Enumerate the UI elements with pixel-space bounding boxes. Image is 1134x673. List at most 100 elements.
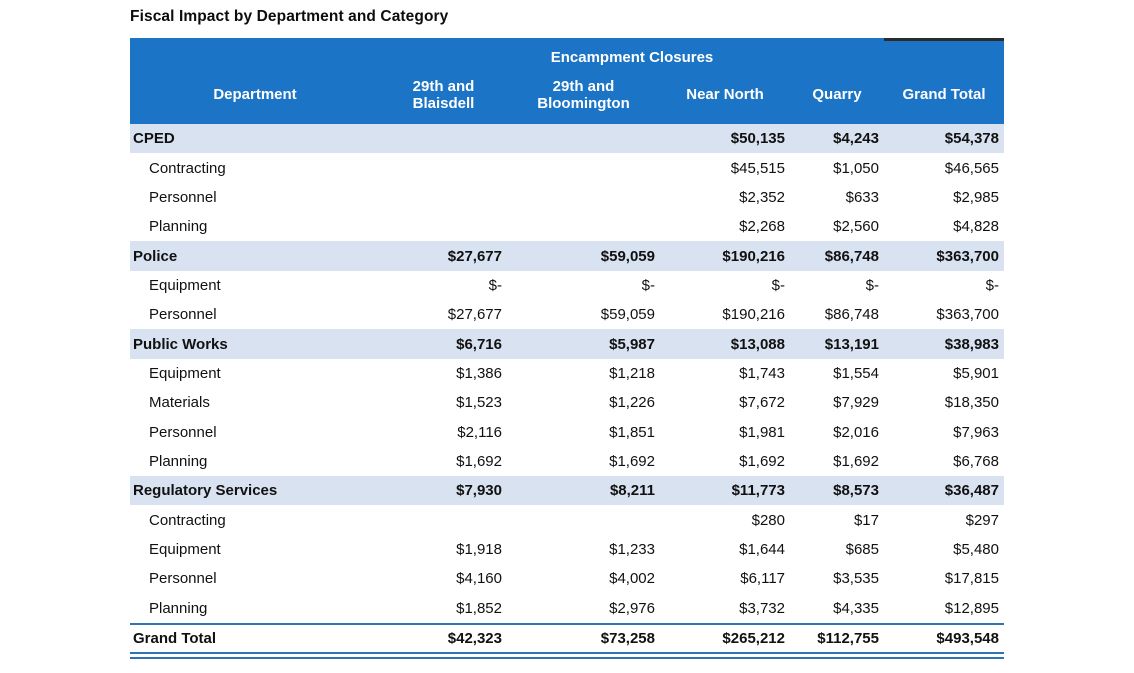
table-row: Equipment $1,386 $1,218 $1,743 $1,554 $5,901 [130,359,1004,388]
column-header-quarry: Quarry [812,86,862,104]
table-cell: $7,929 [833,394,879,412]
table-cell: $1,554 [833,364,879,382]
table-cell: $86,748 [824,247,879,265]
table-cell: $1,692 [609,452,655,470]
table-cell: $4,335 [833,599,879,617]
table-cell: $685 [845,540,879,558]
table-cell: $1,743 [739,364,785,382]
row-label: Planning [149,452,208,470]
table-cell: $42,323 [447,629,502,647]
table-cell: $17 [853,511,879,529]
table-cell: $1,233 [609,540,655,558]
table-cell: $1,523 [456,394,502,412]
table-body: CPED $50,135 $4,243 $54,378 Contracting $45,5… [130,124,1004,652]
table-cell: $7,672 [739,394,785,412]
table-cell: $2,116 [457,423,502,441]
row-label: Public Works [133,335,228,353]
table-row: Planning $2,268 $2,560 $4,828 [130,212,1004,241]
table-cell: $190,216 [722,306,785,324]
table-cell: $2,016 [833,423,879,441]
table-cell: $297 [965,511,999,529]
row-label: CPED [133,130,175,148]
row-label: Personnel [149,188,217,206]
table-row: Regulatory Services $7,930 $8,211 $11,773 $8… [130,476,1004,506]
row-label: Materials [149,394,210,412]
table-cell: $7,930 [456,482,502,500]
page-title: Fiscal Impact by Department and Category [130,8,449,25]
row-label: Personnel [149,570,217,588]
table-cell: $1,386 [456,364,502,382]
table-cell: $1,692 [739,452,785,470]
row-label: Police [133,247,178,265]
table-cell: $1,226 [609,394,655,412]
table-row: Personnel $2,116 $1,851 $1,981 $2,016 $7,963 [130,417,1004,446]
table-header: Encampment Closures Department 29th and … [130,38,1004,124]
table-cell: $280 [751,511,785,529]
table-cell: $59,059 [600,306,655,324]
table-cell: $11,773 [731,482,785,500]
table-cell: $1,050 [833,159,879,177]
column-header-grand-total: Grand Total [902,86,986,104]
table-row: Personnel $2,352 $633 $2,985 [130,183,1004,212]
table-cell: $- [985,276,999,294]
table-cell: $1,218 [609,364,655,382]
row-label: Contracting [149,159,226,177]
table-row: Materials $1,523 $1,226 $7,672 $7,929 $18,350 [130,388,1004,417]
table-cell: $6,768 [953,452,999,470]
table-cell: $27,677 [447,306,502,324]
row-label: Equipment [149,540,221,558]
table-cell: $2,976 [609,599,655,617]
table-cell: $- [865,276,879,294]
table-cell: $4,828 [953,218,999,236]
table-cell: $2,985 [953,188,999,206]
table-cell: $59,059 [600,247,655,265]
column-header-department: Department [213,86,297,104]
header-group-encampment-closures: Encampment Closures [550,48,714,66]
table-row: Equipment $- $- $- $- $- [130,271,1004,300]
table-cell: $46,565 [944,159,999,177]
table-row: Personnel $4,160 $4,002 $6,117 $3,535 $17,815 [130,564,1004,593]
table-cell: $363,700 [936,306,999,324]
table-cell: $4,002 [609,570,655,588]
table-cell: $73,258 [600,629,655,647]
table-cell: $50,135 [730,130,785,148]
table-cell: $265,212 [722,629,785,647]
header-spacer-grand-total [884,38,1004,66]
fiscal-impact-table: Encampment Closures Department 29th and … [130,38,1004,659]
table-cell: $17,815 [944,570,999,588]
row-label: Planning [149,218,208,236]
table-row: Contracting $45,515 $1,050 $46,565 [130,153,1004,182]
table-header-columns-row: Department 29th and Blaisdell 29th and B… [130,66,1004,124]
table-cell: $363,700 [936,247,999,265]
table-cell: $- [641,276,655,294]
table-row: Equipment $1,918 $1,233 $1,644 $685 $5,480 [130,535,1004,564]
table-cell: $4,243 [833,130,879,148]
table-row: Grand Total $42,323 $73,258 $265,212 $112,75… [130,622,1004,652]
table-cell: $7,963 [953,423,999,441]
table-cell: $6,716 [456,335,502,353]
table-cell: $8,211 [609,482,655,500]
table-row: Planning $1,852 $2,976 $3,732 $4,335 $12,895 [130,594,1004,623]
table-bottom-double-rule [130,651,1004,659]
table-cell: $3,732 [739,599,785,617]
row-label: Planning [149,599,208,617]
table-cell: $45,515 [730,159,785,177]
table-cell: $1,692 [833,452,879,470]
table-cell: $1,981 [739,423,785,441]
table-cell: $54,378 [944,130,999,148]
table-cell: $3,535 [833,570,879,588]
table-cell: $36,487 [944,482,999,500]
table-cell: $190,216 [722,247,785,265]
table-cell: $5,480 [953,540,999,558]
table-cell: $5,901 [953,364,999,382]
table-cell: $112,755 [817,629,879,647]
column-header-near-north: Near North [686,86,764,104]
table-cell: $13,088 [730,335,785,353]
table-cell: $1,851 [609,423,655,441]
row-label: Personnel [149,306,217,324]
table-cell: $6,117 [740,570,785,588]
table-cell: $18,350 [944,394,999,412]
table-cell: $1,918 [456,540,502,558]
table-cell: $2,268 [739,218,785,236]
